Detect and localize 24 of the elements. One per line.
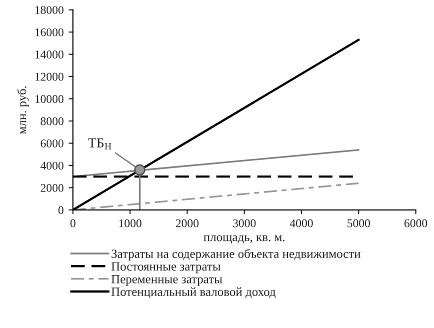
x-axis-title: площадь, кв. м. [204,235,284,244]
legend-label: Потенциальный валовой доход [111,287,276,298]
x-tick-label: 0 [70,219,76,228]
y-tick-label: 6000 [40,139,64,148]
legend-label: Затраты на содержание объекта недвижимости [112,248,361,261]
y-tick-label: 2000 [40,184,64,192]
x-tick-label: 3000 [233,219,256,228]
y-tick-label: 10000 [35,95,64,103]
y-tick-label: 16000 [35,28,64,36]
x-tick-label: 4000 [290,219,313,228]
y-tick-label: 18000 [35,6,64,14]
y-tick-label: 4000 [40,162,64,170]
y-tick-label: 14000 [35,50,64,59]
legend-label: Переменные затраты [111,275,222,286]
x-tick-label: 6000 [404,219,428,228]
y-tick-label: 0 [58,206,64,214]
y-tick-label: 12000 [35,72,64,81]
x-tick-label: 1000 [119,219,142,228]
y-axis-title: млн. руб. [17,86,29,134]
y-tick-label: 8000 [40,117,64,126]
annotation: ТБ$_{Н}$ [88,138,112,150]
x-tick-label: 5000 [348,219,370,228]
legend-label: Постоянные затраты [111,262,221,274]
x-tick-label: 2000 [176,219,199,228]
